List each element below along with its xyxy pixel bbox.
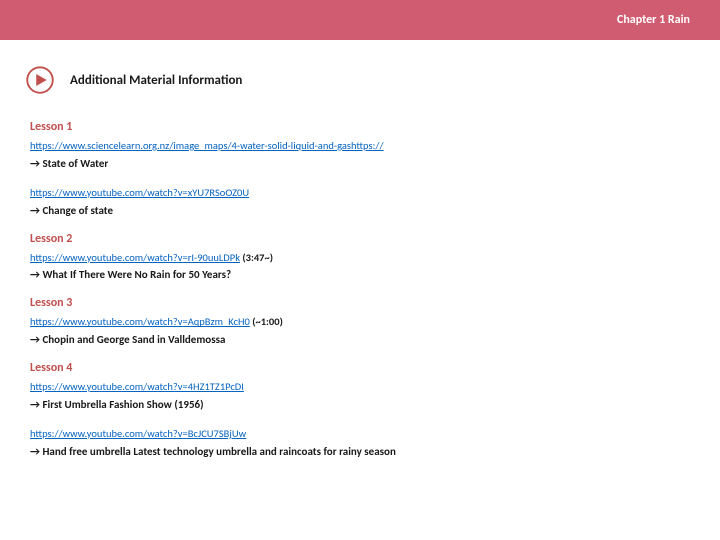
sub-block: https://www.youtube.com/watch?v=xYU7RSoO…: [30, 182, 690, 217]
lesson-desc: → State of Water: [30, 157, 690, 170]
lesson-desc: → What If There Were No Rain for 50 Year…: [30, 268, 690, 281]
lesson-link[interactable]: https://www.youtube.com/watch?v=rI-90uuL…: [30, 251, 240, 264]
link-row: https://www.youtube.com/watch?v=BcJCU7SB…: [30, 423, 690, 444]
link-row: https://www.youtube.com/watch?v=xYU7RSoO…: [30, 182, 690, 203]
lesson-title: Lesson 3: [30, 296, 690, 310]
lesson-link[interactable]: https://www.sciencelearn.org.nz/image_ma…: [30, 139, 384, 152]
link-row: https://www.youtube.com/watch?v=rI-90uuL…: [30, 247, 690, 268]
link-suffix: (3:47~): [240, 251, 273, 264]
lesson-desc: → Change of state: [30, 204, 690, 217]
link-row: https://www.sciencelearn.org.nz/image_ma…: [30, 135, 690, 156]
lesson-title: Lesson 1: [30, 120, 690, 134]
lesson-1: Lesson 1 https://www.sciencelearn.org.nz…: [30, 120, 690, 217]
link-row: https://www.youtube.com/watch?v=4HZ1TZ1P…: [30, 376, 690, 397]
lesson-link[interactable]: https://www.youtube.com/watch?v=4HZ1TZ1P…: [30, 380, 244, 393]
sub-block: https://www.youtube.com/watch?v=BcJCU7SB…: [30, 423, 690, 458]
lesson-title: Lesson 4: [30, 361, 690, 375]
content-area: Lesson 1 https://www.sciencelearn.org.nz…: [0, 95, 720, 458]
section-heading: Additional Material Information: [0, 40, 720, 95]
chapter-title: Chapter 1 Rain: [617, 13, 690, 27]
lesson-desc: → First Umbrella Fashion Show (1956): [30, 398, 690, 411]
lesson-title: Lesson 2: [30, 232, 690, 246]
lesson-link[interactable]: https://www.youtube.com/watch?v=AqpBzm_K…: [30, 315, 250, 328]
lesson-link[interactable]: https://www.youtube.com/watch?v=xYU7RSoO…: [30, 186, 249, 199]
play-icon: [25, 65, 55, 95]
header-bar: Chapter 1 Rain: [0, 0, 720, 40]
lesson-2: Lesson 2 https://www.youtube.com/watch?v…: [30, 232, 690, 282]
lesson-desc: → Chopin and George Sand in Valldemossa: [30, 333, 690, 346]
lesson-desc: → Hand free umbrella Latest technology u…: [30, 445, 690, 458]
lesson-link[interactable]: https://www.youtube.com/watch?v=BcJCU7SB…: [30, 427, 246, 440]
lesson-3: Lesson 3 https://www.youtube.com/watch?v…: [30, 296, 690, 346]
section-heading-text: Additional Material Information: [70, 73, 242, 88]
link-suffix: (~1:00): [250, 315, 283, 328]
lesson-4: Lesson 4 https://www.youtube.com/watch?v…: [30, 361, 690, 458]
link-row: https://www.youtube.com/watch?v=AqpBzm_K…: [30, 311, 690, 332]
